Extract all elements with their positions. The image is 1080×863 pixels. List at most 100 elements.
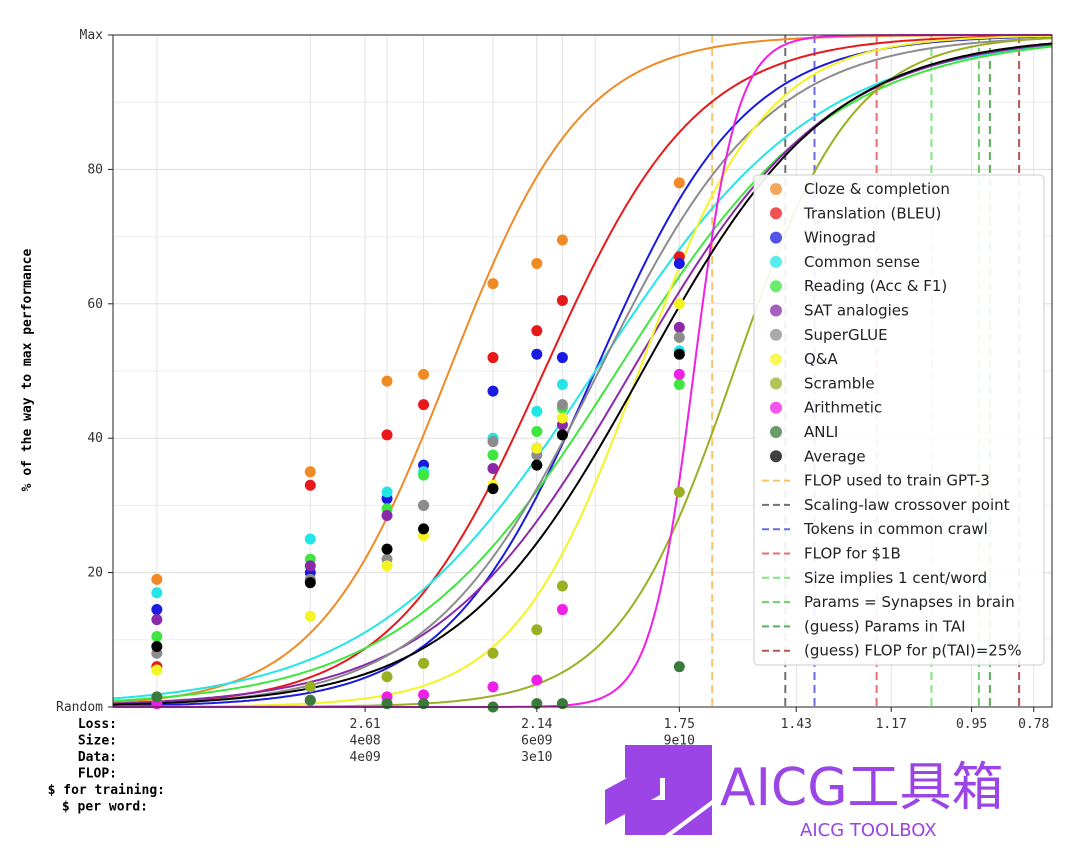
data-point (418, 469, 430, 481)
legend-label: Scramble (804, 374, 875, 392)
data-point (487, 352, 499, 364)
data-point (487, 483, 499, 495)
legend-label: Reading (Acc & F1) (804, 277, 947, 295)
legend-marker (770, 304, 782, 317)
x-axis-rows: Loss: 2.61 2.14 1.75 1.43 1.17 0.95 0.78 Size: 4e… (48, 707, 1049, 815)
legend-label: FLOP for $1B (804, 545, 901, 563)
x-row-label: Data: (78, 750, 117, 765)
x-row-label: $ for training: (48, 783, 165, 798)
legend-label: (guess) Params in TAI (804, 617, 966, 635)
data-point (487, 462, 499, 474)
y-axis-ticks: Max 80 60 40 20 Random (56, 28, 113, 715)
data-point (151, 664, 163, 676)
data-point (556, 698, 568, 710)
data-point (531, 442, 543, 454)
legend-marker (770, 377, 782, 390)
y-tick-label: Random (56, 700, 103, 715)
data-point (531, 459, 543, 471)
legend-marker (770, 450, 782, 463)
data-point (673, 321, 685, 333)
data-point (381, 509, 393, 521)
fit-curve (112, 34, 1053, 706)
data-point (304, 577, 316, 589)
data-point (487, 681, 499, 693)
data-point (304, 694, 316, 706)
legend-label: Size implies 1 cent/word (804, 569, 987, 587)
data-point (487, 436, 499, 448)
data-point (556, 234, 568, 246)
x-tick-label: 4e08 (349, 734, 380, 749)
data-point (531, 405, 543, 417)
x-tick-label: 0.95 (956, 717, 987, 732)
legend-label: ANLI (804, 423, 838, 441)
fit-curve (112, 37, 1053, 706)
legend-marker (770, 353, 782, 366)
data-point (673, 257, 685, 269)
x-tick-label: 2.14 (521, 717, 552, 732)
legend-marker (770, 401, 782, 414)
data-point (418, 657, 430, 669)
logo-icon (605, 745, 712, 835)
data-point (418, 523, 430, 535)
data-point (151, 604, 163, 616)
data-point (304, 533, 316, 545)
data-point (381, 375, 393, 387)
data-point (531, 674, 543, 686)
data-point (418, 368, 430, 380)
data-point (556, 352, 568, 364)
watermark-title: AICG工具箱 (720, 758, 1004, 818)
x-tick-label: 9e10 (664, 734, 695, 749)
data-point (673, 378, 685, 390)
data-point (487, 449, 499, 461)
data-point (304, 479, 316, 491)
data-point (556, 294, 568, 306)
data-point (531, 624, 543, 636)
fit-curves (112, 34, 1053, 708)
data-point (151, 630, 163, 642)
legend-label: Scaling-law crossover point (804, 496, 1010, 514)
legend-label: Q&A (804, 350, 839, 368)
data-point (531, 257, 543, 269)
x-tick-label: 4e09 (349, 750, 380, 765)
data-point (556, 412, 568, 424)
data-point (556, 378, 568, 390)
data-point (673, 486, 685, 498)
legend-label: Params = Synapses in brain (804, 593, 1015, 611)
x-tick-label: 6e09 (521, 734, 552, 749)
data-point (673, 298, 685, 310)
data-point (531, 348, 543, 360)
data-point (381, 560, 393, 572)
data-point (304, 466, 316, 478)
legend-label: SuperGLUE (804, 326, 888, 344)
legend-marker (770, 328, 782, 341)
data-point (304, 560, 316, 572)
legend-marker (770, 207, 782, 220)
legend-marker (770, 231, 782, 244)
data-point (487, 647, 499, 659)
data-point (673, 368, 685, 380)
data-point (151, 587, 163, 599)
data-point (487, 278, 499, 290)
data-point (673, 331, 685, 343)
data-point (381, 486, 393, 498)
fit-curve (112, 42, 1053, 706)
data-points (151, 177, 685, 713)
data-point (418, 698, 430, 710)
legend-label: Cloze & completion (804, 180, 950, 198)
legend-label: Translation (BLEU) (803, 204, 941, 222)
x-tick-label: 3e10 (521, 750, 552, 765)
x-tick-label: 1.17 (876, 717, 907, 732)
legend-label: Average (804, 447, 866, 465)
data-point (304, 681, 316, 693)
y-tick-label: 20 (87, 566, 103, 581)
data-point (531, 425, 543, 437)
watermark: AICG工具箱 AICG TOOLBOX (605, 745, 1004, 841)
legend-label: Tokens in common crawl (803, 520, 988, 538)
y-tick-label: 40 (87, 431, 103, 446)
data-point (673, 348, 685, 360)
data-point (418, 399, 430, 411)
data-point (531, 325, 543, 337)
data-point (673, 177, 685, 189)
x-tick-label: 1.75 (664, 717, 695, 732)
data-point (556, 604, 568, 616)
